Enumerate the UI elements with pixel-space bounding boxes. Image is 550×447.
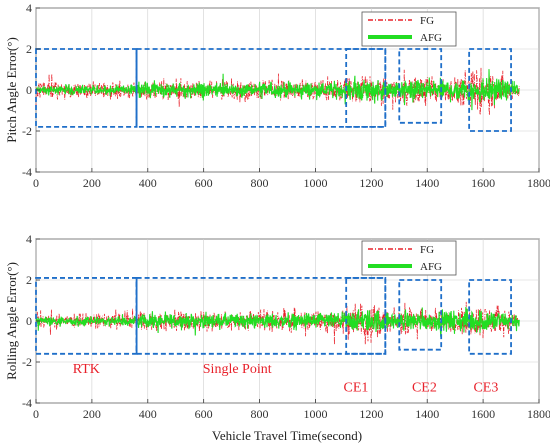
x-tick-label: 800 — [251, 176, 269, 190]
annotation-rtk: RTK — [73, 362, 100, 377]
x-tick-label: 0 — [33, 407, 39, 421]
x-ticks: 0 200 400 600 800 1000 1200 1400 1600 1800 — [33, 168, 550, 190]
annotation-ce2: CE2 — [412, 381, 437, 396]
legend-label-fg: FG — [420, 244, 434, 256]
legend: FG AFG — [361, 240, 457, 276]
rolling-chart-panel: RTK Single Point CE1 CE2 CE3 0 200 400 600 800 10… — [4, 232, 550, 443]
x-tick-label: 800 — [251, 407, 269, 421]
y-tick-label: 0 — [26, 314, 32, 328]
x-tick-label: 200 — [83, 176, 101, 190]
y-tick-label: -2 — [22, 355, 32, 369]
x-tick-label: 1400 — [415, 407, 439, 421]
series-line-afg — [35, 306, 520, 337]
y-tick-label: 0 — [26, 83, 32, 97]
x-tick-label: 1600 — [471, 176, 495, 190]
segment-region-box — [398, 279, 443, 351]
x-tick-label: 400 — [139, 176, 157, 190]
y-ticks: -4 -2 0 2 4 — [22, 232, 40, 410]
y-tick-label: 4 — [26, 232, 32, 246]
y-axis-label: Rolling Angle Error(°) — [4, 262, 19, 380]
y-tick-label: -4 — [22, 396, 32, 410]
legend-label-fg: FG — [420, 15, 434, 27]
legend-box — [361, 11, 457, 47]
x-tick-label: 1000 — [303, 176, 327, 190]
x-tick-label: 1200 — [359, 176, 383, 190]
x-tick-label: 1600 — [471, 407, 495, 421]
x-tick-label: 1800 — [527, 176, 550, 190]
traces — [35, 67, 520, 116]
x-ticks: 0 200 400 600 800 1000 1200 1400 1600 1800 — [33, 399, 550, 421]
legend-box — [361, 240, 457, 276]
x-axis-label: Vehicle Travel Time(second) — [212, 428, 362, 443]
y-tick-label: 2 — [26, 273, 32, 287]
y-ticks: -4 -2 0 2 4 — [22, 1, 40, 179]
x-tick-label: 200 — [83, 407, 101, 421]
x-tick-label: 0 — [33, 176, 39, 190]
pitch-chart-panel: 0 200 400 600 800 1000 1200 1400 1600 1800 -4 -2 0 2… — [4, 1, 550, 190]
annotation-ce1: CE1 — [344, 381, 369, 396]
annotations: RTK Single Point CE1 CE2 CE3 — [73, 362, 499, 395]
regions — [35, 277, 512, 355]
segment-region-box — [468, 48, 512, 132]
annotation-ce3: CE3 — [473, 381, 498, 396]
legend: FG AFG — [361, 11, 457, 47]
y-tick-label: 2 — [26, 42, 32, 56]
y-tick-label: -2 — [22, 124, 32, 138]
y-tick-label: -4 — [22, 165, 32, 179]
y-tick-label: 4 — [26, 1, 32, 15]
x-tick-label: 1400 — [415, 176, 439, 190]
series-line-afg — [35, 69, 520, 111]
traces — [35, 301, 520, 345]
segment-region-box — [135, 48, 387, 128]
x-tick-label: 1200 — [359, 407, 383, 421]
x-tick-label: 1800 — [527, 407, 550, 421]
regions — [35, 48, 512, 132]
annotation-single-point: Single Point — [203, 362, 272, 377]
x-tick-label: 600 — [195, 176, 213, 190]
segment-region-box — [468, 279, 512, 355]
x-tick-label: 1000 — [303, 407, 327, 421]
segment-region-box — [345, 48, 387, 128]
y-axis-label: Pitch Angle Error(°) — [4, 37, 19, 143]
legend-label-afg: AFG — [420, 32, 442, 44]
legend-label-afg: AFG — [420, 261, 442, 273]
segment-region-box — [345, 277, 387, 355]
x-tick-label: 600 — [195, 407, 213, 421]
segment-region-box — [398, 48, 443, 124]
x-tick-label: 400 — [139, 407, 157, 421]
